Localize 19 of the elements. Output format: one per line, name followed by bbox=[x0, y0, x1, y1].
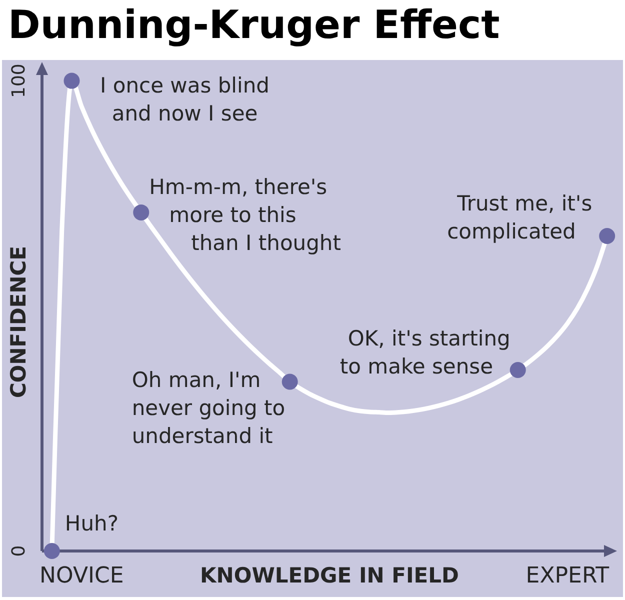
x-tick-label: NOVICE bbox=[40, 564, 124, 589]
point bbox=[282, 374, 298, 390]
point bbox=[599, 228, 616, 244]
x-tick-label: EXPERT bbox=[526, 564, 610, 589]
y-tick-label: 0 bbox=[8, 545, 30, 557]
point bbox=[133, 204, 150, 220]
annotation: OK, it's starting to make sense bbox=[340, 326, 510, 378]
annotation: Oh man, I'm never going to understand it bbox=[132, 368, 286, 448]
point bbox=[64, 72, 80, 89]
point bbox=[510, 362, 526, 378]
point bbox=[44, 543, 60, 559]
y-axis-title: CONFIDENCE bbox=[6, 246, 30, 398]
x-axis-title: KNOWLEDGE IN FIELD bbox=[200, 563, 459, 588]
annotation: I once was blind and now I see bbox=[100, 73, 270, 126]
y-tick-label: 100 bbox=[8, 64, 30, 98]
annotation: Hm-m-m, there's more to this than I thought bbox=[149, 174, 341, 255]
annotation: Trust me, it's complicated bbox=[447, 191, 592, 244]
annotation: Huh? bbox=[64, 511, 118, 536]
chart-title: Dunning-Kruger Effect bbox=[8, 3, 500, 48]
